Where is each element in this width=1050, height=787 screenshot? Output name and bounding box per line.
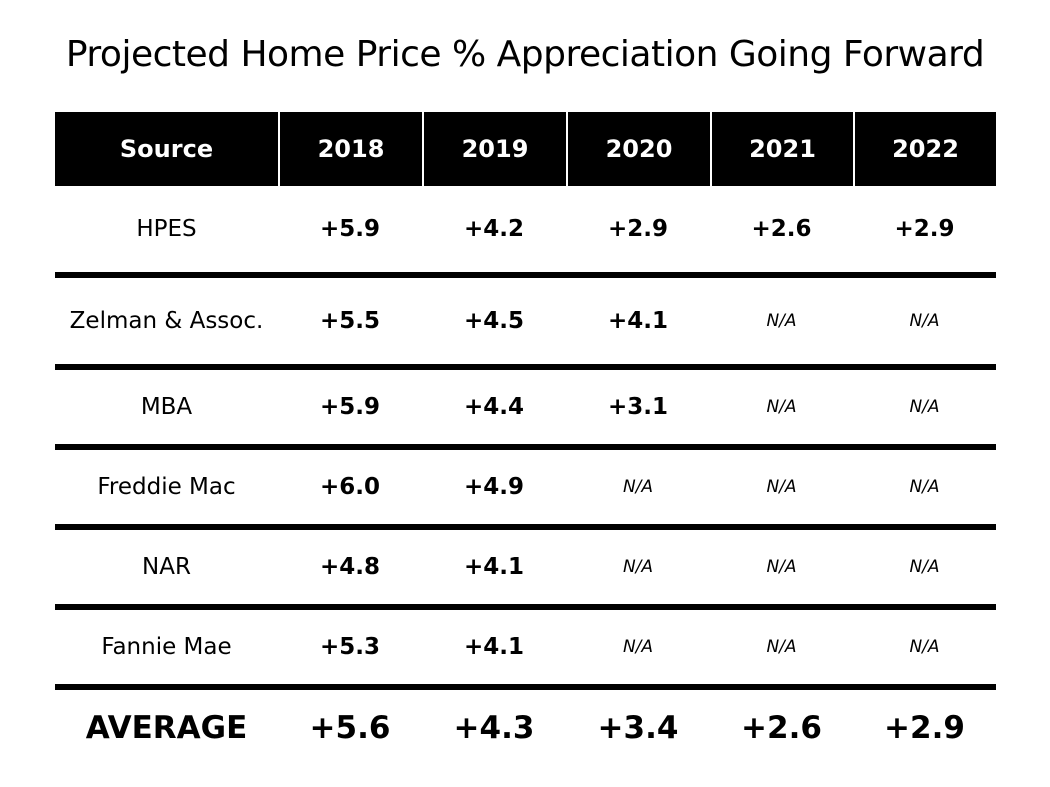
value-cell-2021: N/A	[766, 311, 797, 331]
table-row: MBA +5.9 +4.4 +3.1 N/A N/A	[55, 370, 996, 444]
row-divider	[55, 444, 996, 450]
projection-table: Source 2018 2019 2020 2021 2022 HPES +5.9…	[55, 112, 996, 766]
average-value-2021: +2.6	[741, 710, 822, 746]
header-2019: 2019	[422, 112, 566, 186]
value-cell-2018: +4.8	[319, 554, 380, 580]
table-body: HPES +5.9 +4.2 +2.9 +2.6 +2.9 Zelman & Assoc. +…	[55, 186, 996, 690]
header-2021: 2021	[710, 112, 853, 186]
value-cell-2019: +4.5	[463, 308, 524, 334]
value-cell-2022: N/A	[909, 311, 940, 331]
value-cell-2021: N/A	[766, 557, 797, 577]
value-cell-2020: +3.1	[607, 394, 668, 420]
value-cell-2022: N/A	[909, 397, 940, 417]
value-cell-2020: +2.9	[607, 216, 668, 242]
row-divider	[55, 684, 996, 690]
value-cell-2019: +4.1	[463, 634, 524, 660]
value-cell-2022: +2.9	[894, 216, 955, 242]
value-cell-2019: +4.2	[463, 216, 524, 242]
source-name: NAR	[142, 554, 191, 580]
value-cell-2018: +5.9	[319, 394, 380, 420]
row-divider	[55, 272, 996, 278]
value-cell-2019: +4.1	[463, 554, 524, 580]
value-cell-2021: +2.6	[751, 216, 812, 242]
average-value-2019: +4.3	[453, 710, 535, 746]
table-header-row: Source 2018 2019 2020 2021 2022	[55, 112, 996, 186]
value-cell-2021: N/A	[766, 637, 797, 657]
table-row: NAR +4.8 +4.1 N/A N/A N/A	[55, 530, 996, 604]
value-cell-2020: N/A	[622, 637, 654, 657]
value-cell-2020: N/A	[622, 477, 654, 497]
value-cell-2020: N/A	[622, 557, 654, 577]
source-name: MBA	[140, 394, 193, 420]
average-value-2018: +5.6	[309, 710, 391, 746]
value-cell-2021: N/A	[766, 477, 797, 497]
chart-title: Projected Home Price % Appreciation Goin…	[65, 34, 985, 75]
average-label: AVERAGE	[85, 710, 248, 746]
header-2022: 2022	[853, 112, 996, 186]
header-source: Source	[55, 112, 278, 186]
value-cell-2021: N/A	[766, 397, 797, 417]
value-cell-2018: +5.3	[319, 634, 380, 660]
value-cell-2019: +4.9	[463, 474, 524, 500]
table-row: Fannie Mae +5.3 +4.1 N/A N/A N/A	[55, 610, 996, 684]
row-divider	[55, 524, 996, 530]
table-row: HPES +5.9 +4.2 +2.9 +2.6 +2.9	[55, 186, 996, 272]
value-cell-2022: N/A	[909, 637, 940, 657]
header-2018: 2018	[278, 112, 422, 186]
table-row: Zelman & Assoc. +5.5 +4.5 +4.1 N/A N/A	[55, 278, 996, 364]
average-row: AVERAGE +5.6 +4.3 +3.4 +2.6 +2.9	[55, 690, 996, 766]
value-cell-2018: +5.5	[319, 308, 380, 334]
value-cell-2018: +6.0	[319, 474, 380, 500]
source-name: Freddie Mac	[97, 474, 236, 500]
source-name: Fannie Mae	[101, 634, 232, 660]
value-cell-2020: +4.1	[607, 308, 668, 334]
row-divider	[55, 604, 996, 610]
average-value-2022: +2.9	[884, 710, 965, 746]
value-cell-2022: N/A	[909, 477, 940, 497]
source-name: HPES	[136, 216, 197, 242]
value-cell-2022: N/A	[909, 557, 940, 577]
row-divider	[55, 364, 996, 370]
value-cell-2018: +5.9	[319, 216, 380, 242]
table-row: Freddie Mac +6.0 +4.9 N/A N/A N/A	[55, 450, 996, 524]
source-name: Zelman & Assoc.	[69, 308, 264, 334]
header-2020: 2020	[566, 112, 710, 186]
value-cell-2019: +4.4	[463, 394, 524, 420]
average-value-2020: +3.4	[597, 710, 679, 746]
